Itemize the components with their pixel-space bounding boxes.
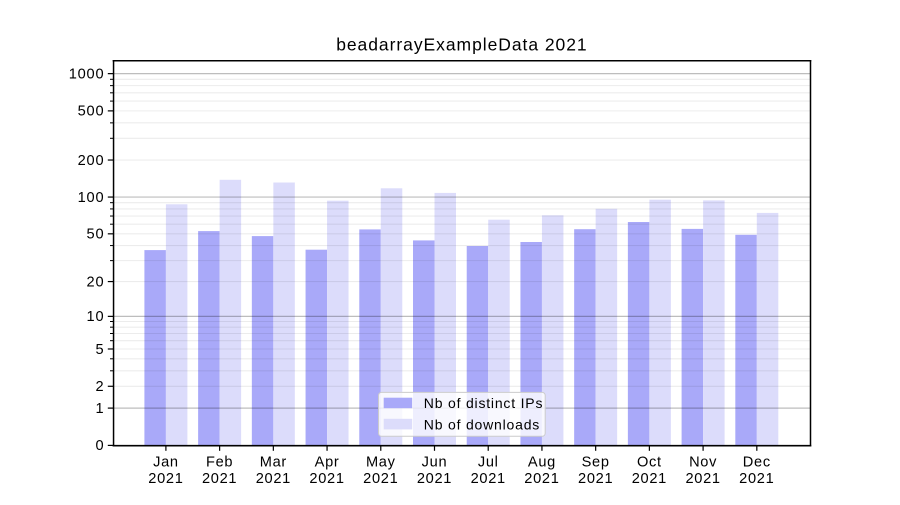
svg-text:2021: 2021: [632, 471, 667, 487]
svg-text:Aug: Aug: [528, 455, 556, 471]
svg-text:Nb of distinct IPs: Nb of distinct IPs: [424, 395, 543, 411]
svg-text:Apr: Apr: [315, 455, 340, 471]
svg-text:0: 0: [95, 438, 104, 454]
svg-text:Dec: Dec: [743, 455, 771, 471]
svg-text:1000: 1000: [69, 66, 105, 82]
svg-text:Nb of downloads: Nb of downloads: [424, 416, 540, 432]
svg-text:2021: 2021: [739, 471, 774, 487]
svg-text:2021: 2021: [417, 471, 452, 487]
svg-text:50: 50: [87, 227, 105, 243]
svg-text:10: 10: [87, 309, 105, 325]
svg-text:May: May: [366, 455, 396, 471]
svg-text:2021: 2021: [309, 471, 344, 487]
svg-text:2021: 2021: [685, 471, 720, 487]
svg-text:Jul: Jul: [478, 455, 499, 471]
svg-text:20: 20: [87, 274, 105, 290]
svg-text:100: 100: [78, 190, 105, 206]
svg-text:Feb: Feb: [206, 455, 233, 471]
svg-text:2021: 2021: [524, 471, 559, 487]
svg-text:200: 200: [78, 153, 105, 169]
svg-text:Oct: Oct: [637, 455, 662, 471]
svg-text:2021: 2021: [202, 471, 237, 487]
svg-text:Sep: Sep: [582, 455, 610, 471]
svg-text:2021: 2021: [471, 471, 506, 487]
svg-text:500: 500: [78, 104, 105, 120]
svg-text:2021: 2021: [148, 471, 183, 487]
svg-text:2021: 2021: [578, 471, 613, 487]
svg-text:Nov: Nov: [689, 455, 717, 471]
svg-text:2021: 2021: [256, 471, 291, 487]
svg-text:Jun: Jun: [422, 455, 448, 471]
svg-text:5: 5: [95, 342, 104, 358]
svg-text:1: 1: [95, 401, 104, 417]
svg-text:2: 2: [95, 379, 104, 395]
svg-text:beadarrayExampleData 2021: beadarrayExampleData 2021: [336, 34, 587, 54]
svg-text:Jan: Jan: [153, 455, 179, 471]
svg-text:2021: 2021: [363, 471, 398, 487]
svg-text:Mar: Mar: [260, 455, 287, 471]
